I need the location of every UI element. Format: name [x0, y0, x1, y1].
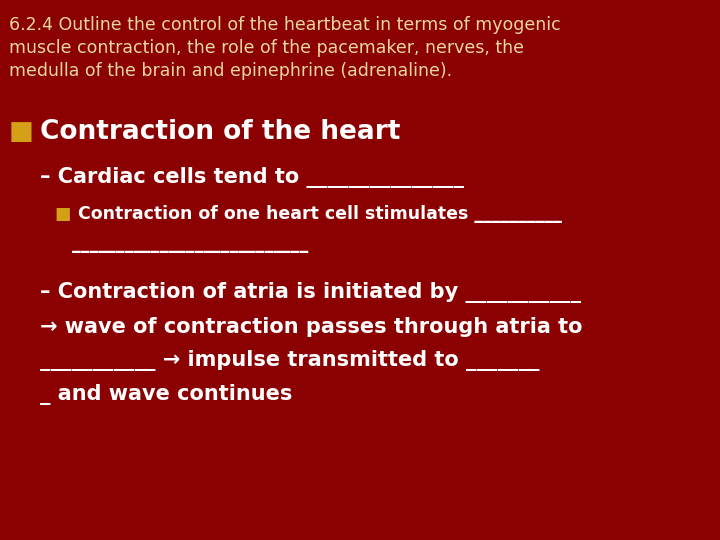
- Text: Contraction of the heart: Contraction of the heart: [40, 119, 400, 145]
- Text: ___________ → impulse transmitted to _______: ___________ → impulse transmitted to ___…: [40, 350, 539, 371]
- Text: ■: ■: [9, 119, 34, 145]
- Text: – Cardiac cells tend to _______________: – Cardiac cells tend to _______________: [40, 167, 464, 187]
- Text: Contraction of one heart cell stimulates __________: Contraction of one heart cell stimulates…: [72, 205, 562, 224]
- Text: → wave of contraction passes through atria to: → wave of contraction passes through atr…: [40, 316, 582, 337]
- Text: ___________________________: ___________________________: [72, 235, 308, 253]
- Text: ■: ■: [54, 205, 71, 224]
- Text: – Contraction of atria is initiated by ___________: – Contraction of atria is initiated by _…: [40, 282, 580, 303]
- Text: _ and wave continues: _ and wave continues: [40, 384, 292, 405]
- Text: 6.2.4 Outline the control of the heartbeat in terms of myogenic
muscle contracti: 6.2.4 Outline the control of the heartbe…: [9, 16, 560, 80]
